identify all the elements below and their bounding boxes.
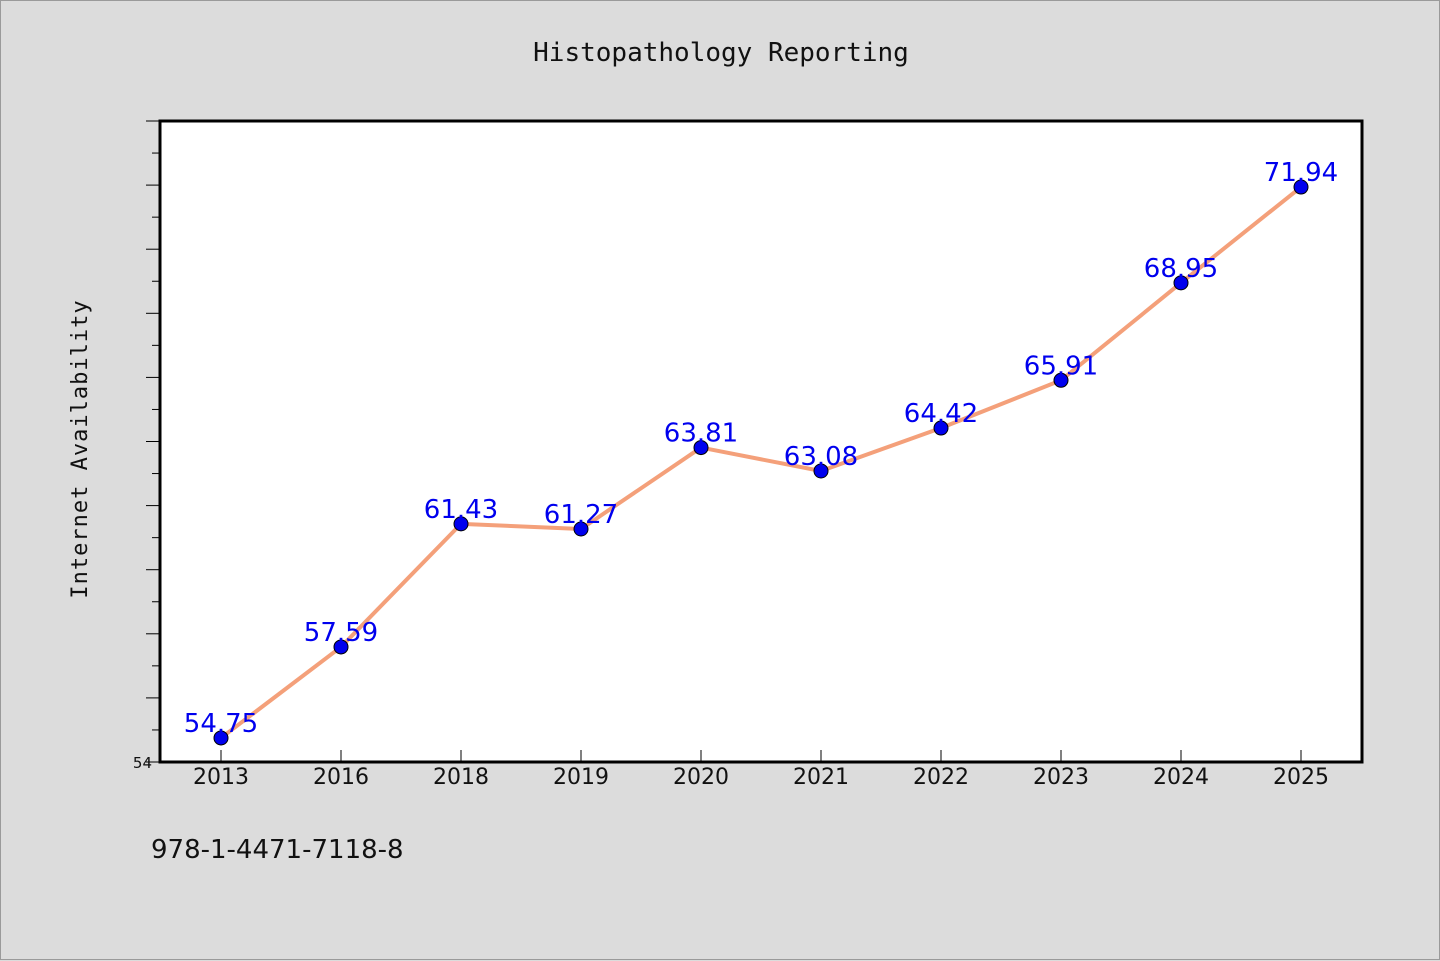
y-axis-ticks: 54 xyxy=(133,120,160,772)
x-tick-label: 2022 xyxy=(913,765,969,790)
data-label: 61.43 xyxy=(424,495,498,525)
data-point xyxy=(1053,372,1069,388)
series-polyline xyxy=(219,185,1303,740)
data-point xyxy=(453,516,469,532)
series-line xyxy=(219,185,1303,740)
y-axis-label: Internet Availability xyxy=(68,299,93,598)
data-point xyxy=(933,420,949,436)
x-tick-label: 2025 xyxy=(1273,765,1329,790)
data-label: 71.94 xyxy=(1264,158,1338,188)
x-tick-label: 2023 xyxy=(1033,765,1089,790)
x-tick-label: 2018 xyxy=(433,765,489,790)
data-label: 57.59 xyxy=(304,618,378,648)
data-label: 64.42 xyxy=(904,399,978,429)
x-tick-label: 2016 xyxy=(313,765,369,790)
x-tick-label: 2020 xyxy=(673,765,729,790)
data-label: 68.95 xyxy=(1144,254,1218,284)
isbn-text: 978-1-4471-7118-8 xyxy=(151,835,404,865)
data-point xyxy=(333,639,349,655)
x-tick-label: 2013 xyxy=(193,765,249,790)
data-point xyxy=(1293,179,1309,195)
x-tick-label: 2021 xyxy=(793,765,849,790)
x-axis-ticks: 2013 2016 2018 2019 2020 2021 2022 2023 2024 2025 xyxy=(193,750,1329,790)
chart-title: Histopathology Reporting xyxy=(533,38,909,68)
data-point xyxy=(1173,275,1189,291)
data-label: 54.75 xyxy=(184,709,258,739)
data-points xyxy=(213,179,1309,746)
data-labels: 54.75 57.59 61.43 61.27 63.81 63.08 64.42 65.91… xyxy=(184,158,1338,739)
x-tick-label: 2019 xyxy=(553,765,609,790)
data-point xyxy=(813,463,829,479)
y-tick-label: 54 xyxy=(133,754,152,772)
data-label: 61.27 xyxy=(544,500,618,530)
data-point xyxy=(213,730,229,746)
data-point xyxy=(693,440,709,456)
data-label: 65.91 xyxy=(1024,351,1098,381)
data-label: 63.08 xyxy=(784,442,858,472)
x-tick-label: 2024 xyxy=(1153,765,1209,790)
data-point xyxy=(573,521,589,537)
data-label: 63.81 xyxy=(664,419,738,449)
plot-area xyxy=(158,119,1364,764)
